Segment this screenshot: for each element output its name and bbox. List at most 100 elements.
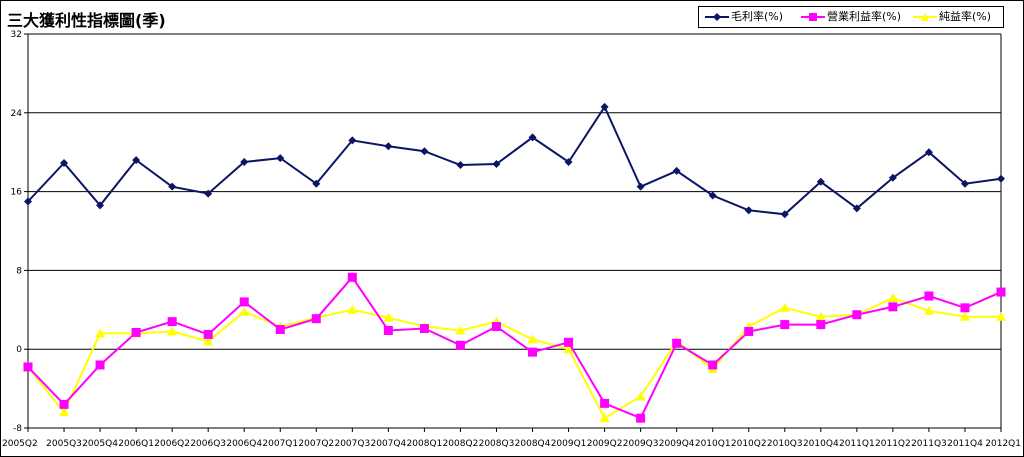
series-0-point-6 (240, 158, 249, 167)
series-0-point-16 (600, 102, 609, 111)
series-0-point-26 (960, 179, 969, 188)
series-0-point-12 (456, 161, 465, 170)
xtick-label-9: 2007Q3 (334, 439, 370, 449)
series-0-point-22 (816, 177, 825, 186)
series-2-point-27 (996, 311, 1006, 321)
legend-marker-square-icon (801, 13, 825, 21)
ytick-label-0: -8 (13, 424, 22, 434)
series-1-point-5 (203, 329, 213, 339)
series-1-point-18 (672, 338, 682, 348)
series-2-point-17 (635, 391, 646, 401)
chart-title: 三大獲利性指標圖(季) (7, 11, 166, 30)
xtick-label-11: 2008Q1 (407, 439, 443, 449)
xtick-label-22: 2010Q4 (803, 439, 839, 449)
series-0-point-4 (168, 182, 177, 191)
xtick-label-7: 2007Q1 (262, 439, 298, 449)
xtick-label-0: 2005Q2 (2, 439, 38, 449)
series-0-point-9 (348, 136, 357, 145)
series-0-point-15 (564, 158, 573, 167)
series-2-point-5 (203, 336, 214, 346)
series-1-point-6 (239, 297, 249, 307)
series-2-point-1 (59, 407, 70, 417)
series-1-point-15 (564, 337, 574, 347)
series-0-point-17 (636, 182, 645, 191)
series-2-point-15 (563, 344, 574, 354)
series-2-point-16 (599, 413, 610, 423)
series-0-point-0 (24, 197, 32, 206)
series-1-point-22 (816, 320, 826, 330)
xtick-label-1: 2005Q3 (46, 439, 82, 449)
xtick-label-4: 2006Q2 (154, 439, 190, 449)
ytick-label-5: 32 (11, 30, 22, 40)
legend-label-operating-margin: 營業利益率(%) (827, 10, 902, 23)
series-0-point-1 (60, 159, 69, 168)
series-1-point-13 (491, 322, 501, 332)
xtick-label-17: 2009Q3 (623, 439, 659, 449)
xtick-label-13: 2008Q3 (479, 439, 515, 449)
series-2-point-14 (527, 334, 538, 344)
xtick-label-8: 2007Q2 (298, 439, 334, 449)
xtick-label-3: 2006Q1 (118, 439, 154, 449)
xtick-label-6: 2006Q4 (226, 439, 262, 449)
series-2-point-21 (779, 302, 790, 312)
legend-label-net-margin: 純益率(%) (939, 10, 992, 23)
xtick-label-15: 2009Q1 (551, 439, 587, 449)
xtick-label-21: 2010Q3 (767, 439, 803, 449)
series-1-point-0 (23, 362, 33, 372)
chart-legend: 毛利率(%) 營業利益率(%) 純益率(%) (698, 6, 1004, 28)
series-2-point-24 (887, 292, 898, 302)
series-1-point-26 (960, 303, 970, 313)
xtick-label-10: 2007Q4 (371, 439, 407, 449)
xtick-label-25: 2011Q3 (911, 439, 947, 449)
series-1-point-2 (95, 360, 105, 370)
series-1-point-7 (275, 325, 285, 334)
xtick-label-19: 2010Q1 (695, 439, 731, 449)
series-line-2 (27, 296, 1001, 420)
series-1-point-12 (455, 340, 465, 350)
series-0-point-21 (780, 210, 789, 219)
series-0-point-25 (924, 148, 933, 157)
series-1-point-3 (131, 327, 141, 337)
series-2-point-26 (959, 311, 970, 321)
series-1-point-9 (347, 272, 357, 282)
series-0-point-2 (96, 201, 105, 210)
series-2-point-12 (455, 325, 466, 335)
series-1-point-21 (780, 320, 790, 330)
series-0-point-18 (672, 166, 681, 175)
series-0-point-8 (312, 179, 321, 188)
series-2-point-9 (347, 304, 358, 314)
series-2-point-6 (239, 306, 250, 316)
series-1-point-4 (167, 317, 177, 327)
series-2-point-25 (923, 305, 934, 315)
legend-marker-triangle-icon (913, 13, 937, 21)
series-1-point-17 (636, 413, 646, 423)
series-0-point-13 (492, 160, 501, 169)
series-1-point-24 (888, 302, 898, 312)
xtick-label-12: 2008Q2 (443, 439, 479, 449)
ytick-label-1: 0 (16, 345, 22, 355)
series-0-point-7 (276, 154, 285, 163)
ytick-label-4: 24 (11, 109, 23, 119)
series-line-1 (27, 275, 1002, 420)
legend-label-gross-margin: 毛利率(%) (731, 10, 784, 23)
ytick-label-3: 16 (11, 188, 23, 198)
series-1-point-20 (744, 326, 754, 336)
series-0-point-27 (997, 174, 1005, 183)
legend-marker-diamond-icon (705, 13, 729, 21)
series-1-point-19 (708, 360, 718, 370)
series-0-point-19 (708, 191, 717, 200)
series-1-point-16 (600, 398, 610, 408)
series-1-point-23 (852, 310, 862, 320)
xtick-label-27: 2012Q1 (985, 439, 1021, 449)
series-1-point-8 (311, 314, 321, 324)
series-1-point-11 (419, 324, 429, 334)
series-0-point-10 (384, 142, 393, 151)
series-0-point-14 (528, 133, 537, 142)
xtick-label-14: 2008Q4 (515, 439, 551, 449)
series-1-point-25 (924, 291, 934, 301)
xtick-label-24: 2011Q2 (875, 439, 911, 449)
xtick-label-23: 2011Q1 (839, 439, 875, 449)
series-0-point-11 (420, 147, 429, 156)
series-0-point-24 (888, 173, 897, 182)
